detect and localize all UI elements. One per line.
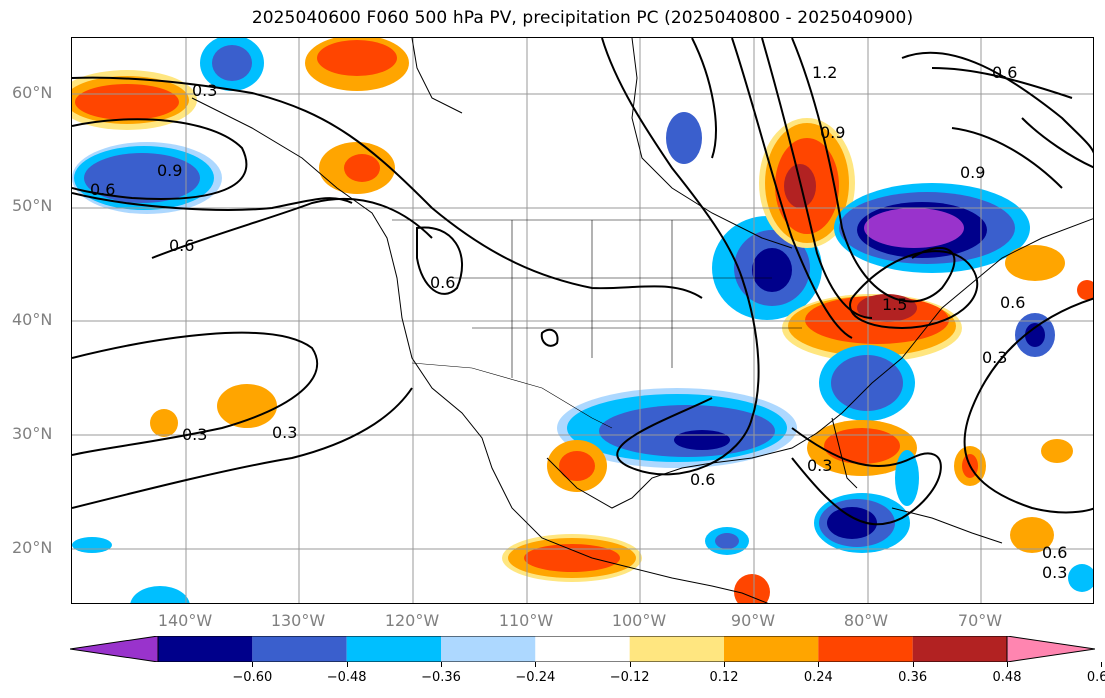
contour-label: 0.9 bbox=[157, 161, 182, 180]
map-title: 2025040600 F060 500 hPa PV, precipitatio… bbox=[251, 8, 914, 28]
lat-label-60n: 60°N bbox=[12, 83, 53, 102]
contour-label: 0.3 bbox=[182, 425, 207, 444]
graticule bbox=[72, 38, 1093, 603]
lat-label-30n: 30°N bbox=[12, 424, 53, 443]
colorbar-tick-mark bbox=[1007, 662, 1008, 667]
contour-label: 0.6 bbox=[430, 273, 455, 292]
colorbar-tick-label: 0.24 bbox=[803, 670, 833, 685]
colorbar-tick-mark bbox=[441, 662, 442, 667]
contour-label: 1.2 bbox=[812, 63, 837, 82]
colorbar-segment bbox=[346, 636, 441, 662]
map-panel: 0.3 0.9 0.6 0.6 0.6 0.3 0.3 0.6 0.3 0.9 … bbox=[71, 37, 1094, 604]
colorbar-segments bbox=[70, 636, 1095, 662]
contour-label: 0.6 bbox=[1000, 293, 1025, 312]
contour-label: 0.6 bbox=[1042, 543, 1067, 562]
colorbar-tick-mark bbox=[818, 662, 820, 667]
contour-label: 0.6 bbox=[992, 63, 1017, 82]
contour-label: 1.5 bbox=[882, 295, 907, 314]
colorbar bbox=[70, 636, 1095, 662]
colorbar-tick-label: −0.48 bbox=[326, 670, 367, 685]
coastlines bbox=[191, 38, 1093, 603]
political-borders bbox=[392, 219, 802, 429]
colorbar-tick-mark bbox=[346, 662, 348, 667]
lon-label-80w: 80°W bbox=[843, 611, 889, 630]
colorbar-tick-label: −0.36 bbox=[421, 670, 461, 685]
lon-label-110w: 110°W bbox=[498, 611, 554, 630]
colorbar-segment bbox=[252, 636, 347, 662]
colorbar-tick-label: 0.60 bbox=[1086, 670, 1105, 685]
contour-label: 0.9 bbox=[820, 123, 845, 142]
contour-label: 0.3 bbox=[272, 423, 297, 442]
contour-label: 0.6 bbox=[690, 470, 715, 489]
colorbar-segment bbox=[724, 636, 819, 662]
colorbar-segment bbox=[629, 636, 724, 662]
colorbar-tick-mark bbox=[912, 662, 914, 667]
colorbar-extend-high bbox=[1006, 636, 1095, 662]
contour-label: 0.6 bbox=[169, 236, 194, 255]
colorbar-segment bbox=[535, 636, 630, 662]
colorbar-tick-label: −0.24 bbox=[515, 670, 556, 685]
contour-label: 0.3 bbox=[807, 456, 832, 475]
lat-label-50n: 50°N bbox=[12, 196, 53, 215]
lon-label-120w: 120°W bbox=[384, 611, 440, 630]
pv-contours bbox=[72, 38, 1093, 526]
lon-label-140w: 140°W bbox=[157, 611, 213, 630]
colorbar-tick-mark bbox=[535, 662, 537, 667]
colorbar-tick-label: 0.36 bbox=[898, 670, 928, 685]
lon-label-130w: 130°W bbox=[270, 611, 326, 630]
colorbar-tick-label: −0.12 bbox=[609, 670, 650, 685]
contour-label: 0.3 bbox=[192, 81, 217, 100]
colorbar-tick-label: 0.12 bbox=[709, 670, 739, 685]
colorbar-frame bbox=[157, 636, 1008, 662]
contour-label: 0.3 bbox=[982, 348, 1007, 367]
colorbar-tick-label: −0.60 bbox=[232, 670, 273, 685]
colorbar-tick-mark bbox=[1101, 662, 1103, 667]
colorbar-tick-mark bbox=[629, 662, 631, 667]
lon-label-90w: 90°W bbox=[730, 611, 776, 630]
colorbar-segment bbox=[912, 636, 1007, 662]
contour-label: 0.3 bbox=[1042, 563, 1067, 582]
colorbar-extend-low bbox=[70, 636, 159, 662]
colorbar-tick-mark bbox=[724, 662, 725, 667]
map-canvas: 0.3 0.9 0.6 0.6 0.6 0.3 0.3 0.6 0.3 0.9 … bbox=[72, 38, 1093, 603]
colorbar-tick-mark bbox=[252, 662, 254, 667]
contour-label: 0.9 bbox=[960, 163, 985, 182]
colorbar-segment bbox=[818, 636, 913, 662]
lon-label-70w: 70°W bbox=[957, 611, 1003, 630]
lat-label-20n: 20°N bbox=[12, 538, 53, 557]
pv-contour-labels: 0.3 0.9 0.6 0.6 0.6 0.3 0.3 0.6 0.3 0.9 … bbox=[90, 63, 1067, 582]
colorbar-tick-label: 0.48 bbox=[992, 670, 1022, 685]
precip-shading bbox=[72, 38, 1093, 603]
contour-label: 0.6 bbox=[90, 180, 115, 199]
colorbar-segment bbox=[158, 636, 253, 662]
lat-label-40n: 40°N bbox=[12, 310, 53, 329]
lon-label-100w: 100°W bbox=[611, 611, 667, 630]
colorbar-segment bbox=[441, 636, 536, 662]
